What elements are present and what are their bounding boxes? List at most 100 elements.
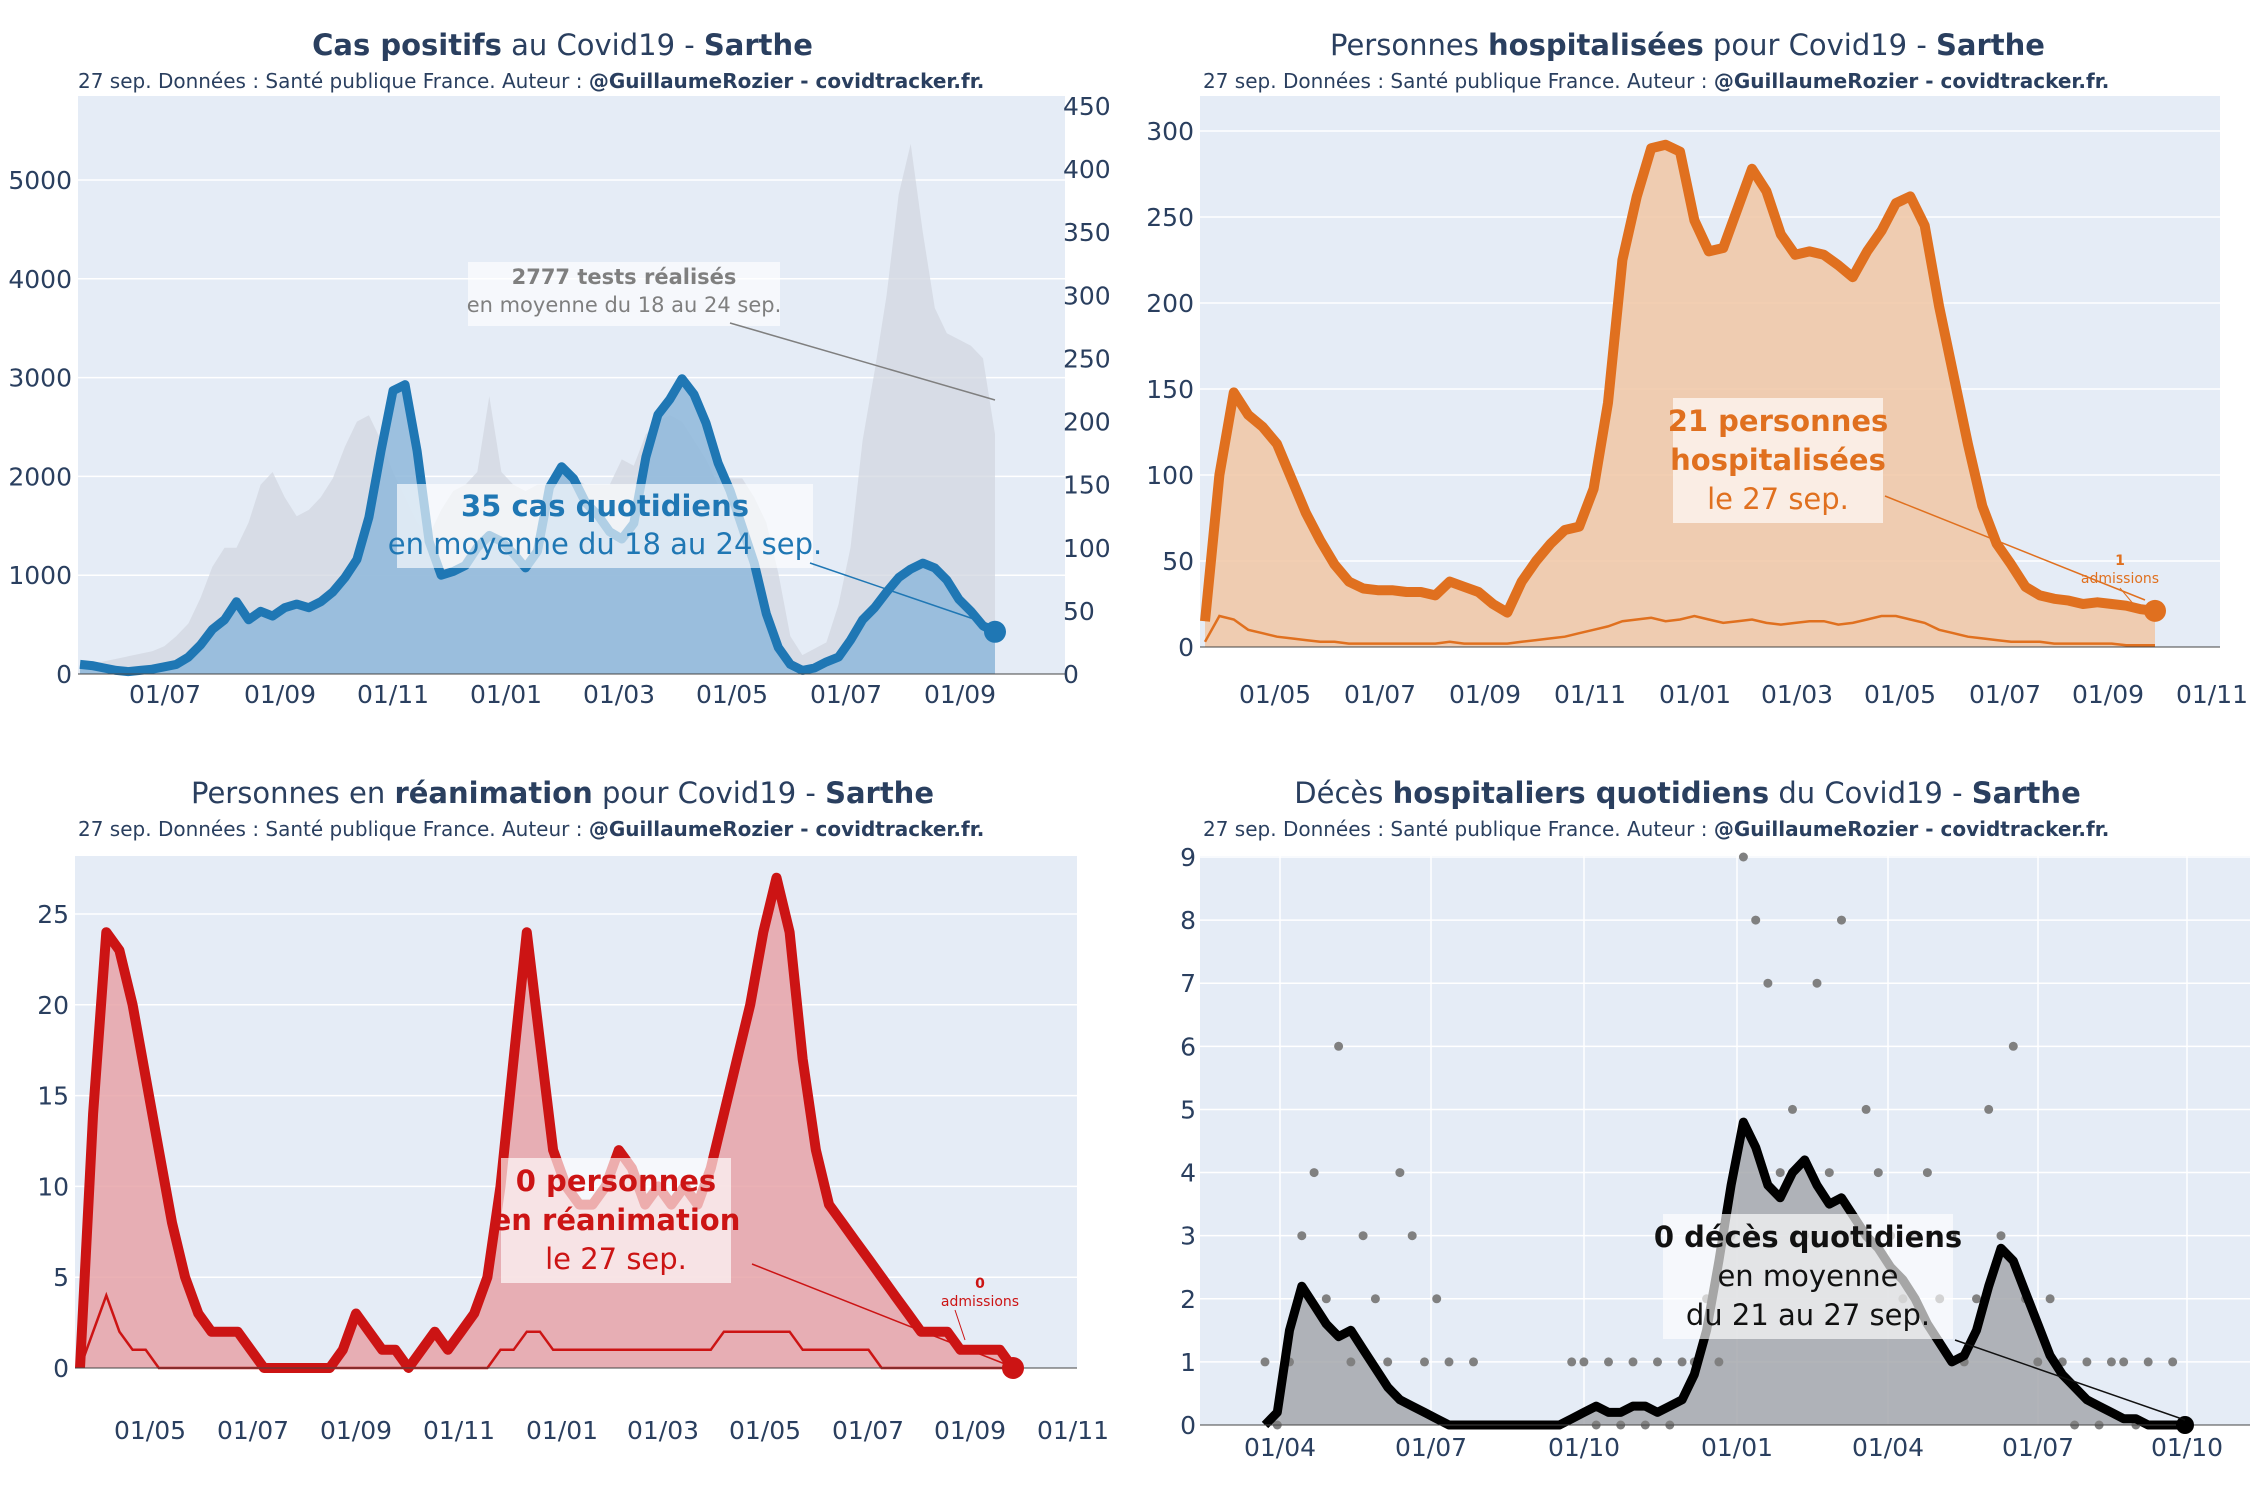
rea-annotation-line-1: 0 personnes [516,1164,716,1198]
ytick-right-label: 300 [1063,281,1111,310]
ytick-left-label: 2000 [8,462,72,491]
xtick-label: 01/04 [1852,1433,1924,1462]
chart-hosp-title-mid: pour Covid19 - [1703,28,1937,62]
daily-death-point [1861,1104,1871,1114]
ytick-label: 300 [1146,117,1194,146]
chart-deaths-title-bold2: Sarthe [1971,776,2081,810]
ytick-label: 10 [37,1172,69,1201]
chart-deaths: Décès hospitaliers quotidiens du Covid19… [1125,750,2250,1500]
daily-death-point [1579,1357,1589,1367]
xtick-label: 01/10 [1548,1433,1620,1462]
ytick-right-label: 100 [1063,534,1111,563]
rea-line [75,872,1018,1373]
deaths-annotation-line-1: 0 décès quotidiens [1654,1220,1962,1254]
xtick-label: 01/11 [357,680,429,709]
ytick-label: 9 [1180,843,1196,872]
chart-rea: Personnes en réanimation pour Covid19 - … [0,750,1125,1500]
daily-death-point [1677,1357,1687,1367]
rea-annotation-arrow [751,1263,1006,1365]
ytick-label: 0 [1178,633,1194,662]
xtick-label: 01/03 [583,680,655,709]
cases-annotation-line-1: 35 cas quotidiens [461,489,749,523]
last-point-marker [2176,1416,2194,1434]
daily-death-point [1714,1357,1724,1367]
daily-death-point [1370,1294,1380,1304]
chart-cases-subtitle: 27 sep. Données : Santé publique France.… [78,69,984,93]
chart-cases-title-mid: au Covid19 - [501,28,704,62]
hosp-area [1205,144,2155,648]
chart-hosp-title-bold1: hospitalisées [1488,28,1704,62]
xtick-label: 01/07 [1395,1433,1467,1462]
daily-death-point [1297,1231,1307,1241]
hosp-annotation-line-2: hospitalisées [1670,443,1886,477]
deaths-annotation-line-2: en moyenne [1717,1259,1898,1293]
chart-hosp-title-bold2: Sarthe [1936,28,2045,62]
subtitle-text: 27 sep. Données : Santé publique France.… [78,69,589,93]
xtick-label: 01/04 [1244,1433,1316,1462]
ytick-right-label: 350 [1063,218,1111,247]
daily-death-point [1432,1294,1442,1304]
hosp-annotation-arrow [1884,495,2146,601]
xtick-label: 01/09 [924,680,996,709]
ytick-label: 0 [1180,1411,1196,1440]
ytick-label: 5 [1180,1095,1196,1124]
chart-cases-title-bold2: Sarthe [703,28,813,62]
daily-death-point [2143,1357,2153,1367]
ytick-right-label: 150 [1063,471,1111,500]
chart-deaths-title: Décès hospitaliers quotidiens du Covid19… [1125,776,2250,810]
daily-death-point [1972,1294,1981,1304]
subtitle-text: 27 sep. Données : Santé publique France.… [78,817,589,841]
xtick-label: 01/07 [810,680,882,709]
daily-death-point [1567,1357,1577,1367]
ytick-right-label: 400 [1063,155,1111,184]
xtick-label: 01/05 [114,1416,186,1445]
daily-death-point [1788,1104,1797,1114]
chart-cases-plot: 0 1000 2000 3000 4000 5000 0 50 100 150 200 250 300 3… [8,92,1111,709]
cases-annotation-arrow [809,562,1001,629]
daily-death-point [2119,1357,2129,1367]
xtick-label: 01/09 [2072,680,2144,709]
daily-death-point [2082,1357,2092,1367]
daily-death-point [1738,852,1748,862]
xtick-label: 01/07 [832,1416,904,1445]
chart-hosp: Personnes hospitalisées pour Covid19 - S… [1125,0,2250,730]
daily-death-point [1873,1168,1883,1178]
chart-hosp-plot: 0 50 100 150 200 250 300 01/05 01/07 01/09 01/11 01… [1146,96,2248,709]
last-point-marker [984,620,1006,643]
admissions-annotation-value: 1 [2115,553,2125,569]
ytick-left-label: 3000 [8,364,72,393]
chart-deaths-title-bold1: hospitaliers quotidiens [1392,776,1770,810]
chart-rea-title: Personnes en réanimation pour Covid19 - … [0,776,1125,810]
ytick-label: 100 [1146,461,1194,490]
chart-deaths-subtitle: 27 sep. Données : Santé publique France.… [1203,817,2109,841]
ytick-label: 2 [1180,1285,1196,1314]
hosp-annotation-line-1: 21 personnes [1668,404,1889,438]
ytick-label: 150 [1146,375,1194,404]
chart-rea-title-mid: pour Covid19 - [592,776,826,810]
daily-death-point [1444,1357,1454,1367]
ytick-label: 50 [1162,547,1194,576]
xtick-label: 01/01 [470,680,542,709]
subtitle-text: 27 sep. Données : Santé publique France.… [1203,69,1714,93]
daily-death-point [2008,1041,2018,1051]
daily-death-point [1628,1357,1638,1367]
daily-death-point [1321,1294,1331,1304]
deaths-annotation-arrow [1954,1339,2186,1421]
chart-rea-plot: 0 5 10 15 20 25 01/05 01/07 01/09 01/11 01/01 01/03… [37,856,1109,1445]
daily-death-point [1775,1168,1785,1178]
daily-death-point [1812,978,1822,988]
daily-death-point [2168,1357,2178,1367]
tests-annotation-box [468,262,780,326]
xtick-label: 01/10 [2151,1433,2223,1462]
hosp-annotation-line-3: le 27 sep. [1707,482,1849,516]
xtick-label: 01/07 [1344,680,1416,709]
ytick-label: 200 [1146,289,1194,318]
xtick-label: 01/11 [2176,680,2248,709]
deaths-annotation-box [1663,1214,1953,1339]
ytick-label: 3 [1180,1222,1196,1251]
cases-area [80,378,995,674]
xtick-label: 01/05 [1239,680,1311,709]
daily-death-point [1996,1231,2006,1241]
ytick-right-label: 250 [1063,344,1111,373]
ytick-right-label: 450 [1063,92,1111,121]
